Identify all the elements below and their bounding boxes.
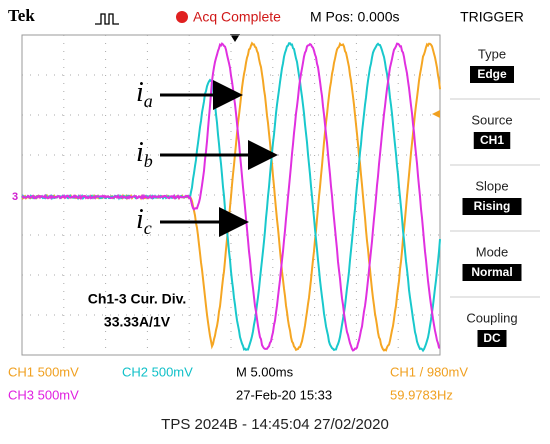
status-dot bbox=[176, 11, 188, 23]
menu-value: CH1 bbox=[480, 133, 504, 147]
menu-title: TRIGGER bbox=[460, 9, 524, 25]
label-subscript: a bbox=[144, 91, 153, 111]
footer: TPS 2024B - 14:45:04 27/02/2020 bbox=[161, 416, 389, 433]
frequency: 59.9783Hz bbox=[390, 387, 453, 402]
label-symbol: i bbox=[136, 204, 144, 235]
m-position: M Pos: 0.000s bbox=[310, 9, 400, 25]
note-line: Ch1-3 Cur. Div. bbox=[88, 291, 187, 307]
menu-value: Rising bbox=[474, 199, 511, 213]
label-symbol: i bbox=[136, 77, 144, 108]
menu-value: Edge bbox=[477, 67, 507, 81]
ch3-scale: CH3 500mV bbox=[8, 387, 79, 402]
menu-label: Coupling bbox=[466, 310, 517, 325]
menu-label: Slope bbox=[475, 178, 508, 193]
note-line: 33.33A/1V bbox=[104, 314, 171, 330]
label-symbol: i bbox=[136, 137, 144, 168]
brand: Tek bbox=[8, 6, 35, 25]
date: 27-Feb-20 15:33 bbox=[236, 387, 332, 402]
acq-status: Acq Complete bbox=[193, 9, 281, 25]
label-subscript: c bbox=[144, 218, 152, 238]
menu-label: Mode bbox=[476, 244, 509, 259]
label-subscript: b bbox=[144, 151, 153, 171]
menu-value: DC bbox=[483, 331, 501, 345]
menu-label: Source bbox=[471, 112, 512, 127]
channel-marker: 3 bbox=[12, 191, 18, 203]
ch2-scale: CH2 500mV bbox=[122, 364, 193, 379]
menu-label: Type bbox=[478, 46, 506, 61]
menu-value: Normal bbox=[471, 265, 512, 279]
ch1-scale: CH1 500mV bbox=[8, 364, 79, 379]
timebase: M 5.00ms bbox=[236, 364, 294, 379]
trigger-setting: CH1 / 980mV bbox=[390, 364, 468, 379]
